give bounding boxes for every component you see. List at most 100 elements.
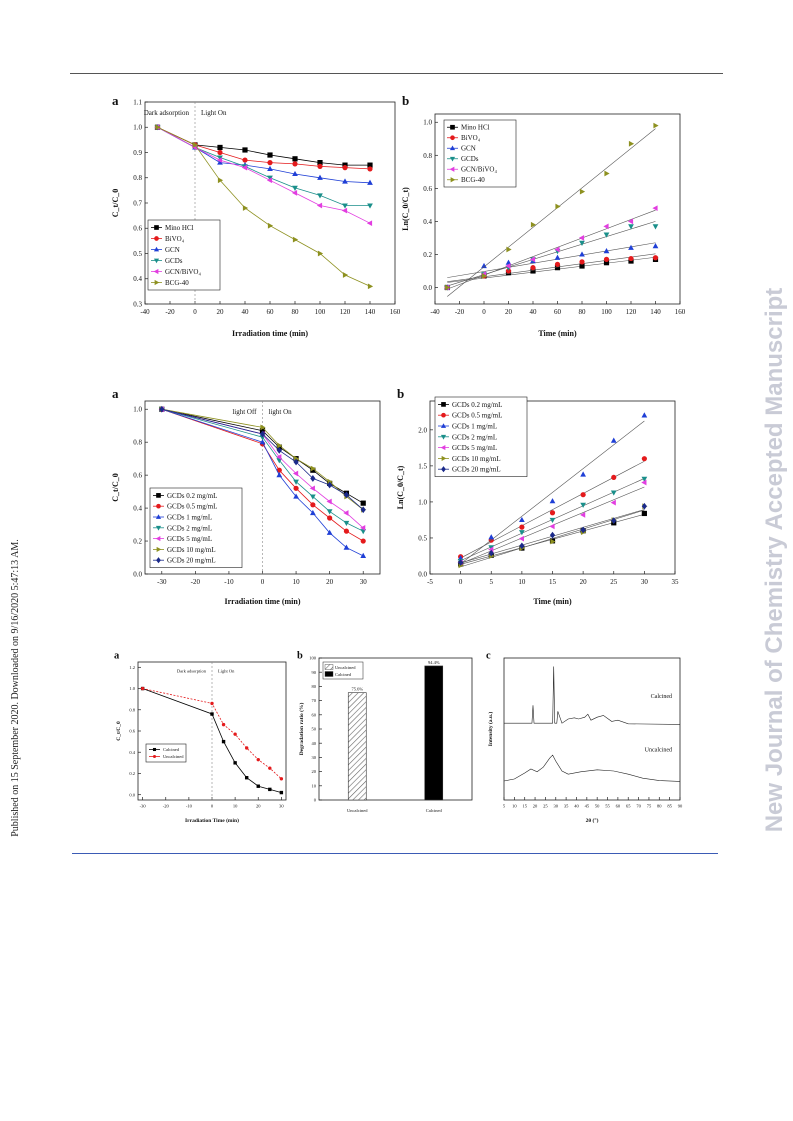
fig1b-panel-letter: b [402, 93, 409, 108]
fig2b-y-tick-label: 2.0 [418, 426, 427, 434]
fig1b-point-gcn-bivo [578, 235, 585, 241]
fig1b-point-bivo [652, 255, 659, 261]
figure-2a-chart: -30 -20 -10 0 10 20 30 0.0 0.2 0.4 0.6 0.8 1.0 Irradi… [111, 386, 381, 606]
fig3b-category-label-uncalcined: Uncalcined [347, 808, 368, 813]
fig2a-y-tick-label: 0.8 [133, 439, 142, 447]
fig2a-point-gcds-0-5-mg-ml [293, 485, 299, 491]
fig2b-x-axis-label: Time (min) [533, 597, 572, 606]
fig2a-y-tick-label: 0.2 [133, 537, 142, 545]
fig2a-point-gcds-0-2-mg-ml [360, 500, 366, 506]
fig1b-y-axis-label: Ln(C_0/C_t) [401, 187, 410, 231]
fig3a-x-tick-label: 20 [256, 804, 261, 809]
fig2a-x-tick-label: -30 [157, 578, 167, 586]
fig1a-point-gcn [267, 165, 273, 171]
fig1a-y-tick-label: 0.9 [133, 149, 142, 157]
fig2a-point-gcds-10-mg-ml [277, 442, 283, 449]
fig1a-point-gcn [317, 174, 323, 180]
fig1a-point-gcn [292, 170, 298, 177]
fig1b-y-tick-label: 0.2 [423, 251, 432, 259]
fig1b-point-bcg-40 [555, 203, 561, 210]
fig3a-legend-label-uncalcined: Uncalcined [163, 754, 184, 759]
fig1b-y-tick-label: 0.6 [423, 185, 432, 193]
fig2b-legend-marker-gcds-10-mg-ml [441, 455, 447, 461]
fig2b-point-gcds-0-2-mg-ml [641, 510, 647, 517]
fig2a-point-gcds-1-mg-ml [309, 509, 316, 516]
fig1a-line-gcn [157, 126, 371, 184]
fig2b-y-tick-label: 1.5 [418, 462, 427, 470]
fig1b-point-gcn [652, 243, 659, 249]
fig1b-point-gcn [628, 244, 634, 250]
fig1a-point-gcn-bivo [341, 207, 348, 214]
fig3b-y-tick-label: 100 [309, 656, 317, 661]
fig2a-legend-label-gcds-0-5-mg-ml: GCDs 0.5 mg/mL [167, 503, 217, 511]
fig1a-line-gcds [157, 126, 370, 206]
fig3a-x-tick-label: 30 [279, 804, 284, 809]
fig1a-legend-label-mino-hcl: Mino HCl [165, 224, 194, 232]
fig3a-point-calcined [244, 776, 249, 780]
fig3a-legend-marker-calcined [152, 747, 157, 752]
fig3b-y-tick-label: 40 [312, 741, 317, 746]
fig1a-x-tick-label: 120 [340, 308, 351, 316]
fig1a-x-tick-label: 100 [315, 308, 326, 316]
fig1b-point-mino-hcl [579, 263, 585, 269]
fig1a-x-tick-label: 80 [292, 308, 300, 316]
fig1b-y-tick-label: 0.8 [423, 152, 432, 160]
journal-watermark-text: New Journal of Chemistry Accepted Manusc… [761, 287, 788, 833]
fig3a-point-calcined [279, 790, 284, 795]
fig1a-y-tick-label: 0.6 [133, 225, 142, 233]
fig1b-legend-label-gcds: GCDs [461, 155, 479, 163]
fig1b-point-gcn-bivo [554, 246, 560, 253]
fig3c-x-tick-label: 30 [554, 804, 559, 809]
fig1b-point-bcg-40 [579, 188, 586, 195]
fig3c-x-tick-label: 25 [543, 804, 548, 809]
fig2b-series-gcds-1-mg-ml [457, 412, 648, 565]
fig1a-point-gcds [342, 203, 348, 209]
fig1b-point-bcg-40 [481, 273, 488, 279]
fig3a-y-tick-label: 0.0 [129, 792, 135, 797]
fig1b-point-gcn [481, 262, 487, 269]
fig1b-point-bivo [628, 255, 634, 262]
fig1a-line-mino-hcl [157, 126, 370, 166]
fig2a-point-gcds-2-mg-ml [309, 494, 316, 500]
fig2a-x-tick-label: 10 [293, 578, 301, 586]
fig2a-point-gcds-1-mg-ml [326, 529, 333, 535]
fig1a-point-gcds [217, 155, 223, 161]
fig2a-annotation-dark: light Off [232, 408, 257, 416]
fig2b-point-gcds-0-5-mg-ml [580, 492, 586, 498]
fig1b-x-axis-label: Time (min) [538, 329, 577, 338]
fig2b-y-axis-label: Ln(C_0/C_t) [396, 465, 405, 509]
figure-2b-chart: -5 0 5 10 15 20 25 30 35 0.0 0.5 1.0 1.5 2.0 Time (min… [396, 386, 679, 606]
fig2b-legend-label-gcds-10-mg-ml: GCDs 10 mg/mL [452, 455, 501, 463]
fig1a-series-gcds [154, 125, 373, 209]
fig1a-annotation-dark: Dark adsorption [144, 109, 190, 117]
fig2b-point-gcds-20-mg-ml [458, 559, 464, 566]
fig3a-x-tick-label: -30 [140, 804, 147, 809]
fig3c-pattern-calcined [504, 666, 681, 725]
fig1b-point-gcds [603, 232, 610, 238]
fig1a-point-mino-hcl [367, 162, 373, 168]
fig3a-x-tick-label: 10 [233, 804, 238, 809]
fig2b-legend-label-gcds-1-mg-ml: GCDs 1 mg/mL [452, 422, 497, 430]
fig2a-point-gcds-0-5-mg-ml [360, 538, 366, 544]
fig1a-x-tick-label: 20 [217, 308, 225, 316]
fig1a-point-bcg-40 [367, 283, 374, 290]
fig3a-y-tick-label: 0.4 [129, 750, 135, 755]
fig1b-x-tick-label: 120 [626, 308, 637, 316]
fig1b-legend-marker-mino-hcl [450, 124, 455, 130]
fig1a-point-bcg-40 [342, 272, 349, 278]
fig3a-point-calcined [221, 739, 226, 744]
fig3b-y-tick-label: 50 [312, 727, 317, 732]
fig2b-x-tick-label: 20 [580, 578, 588, 586]
fig1b-point-gcn-bivo [603, 223, 609, 230]
fig1b-point-bivo [603, 256, 610, 262]
fig2b-point-gcds-2-mg-ml [610, 490, 617, 496]
fig1b-point-gcn [579, 251, 585, 257]
fig1b-legend-marker-gcds [449, 156, 456, 162]
fig3b-bar-value-uncalcined: 75.6% [351, 687, 363, 692]
fig1a-y-tick-label: 0.5 [133, 250, 142, 258]
fig1b-fit-line-mino-hcl [447, 256, 656, 283]
fig3c-x-tick-label: 75 [647, 804, 652, 809]
fig1a-point-gcn [217, 159, 223, 165]
fig2a-line-gcds-1-mg-ml [161, 408, 364, 557]
fig2b-legend-marker-gcds-20-mg-ml [441, 466, 446, 473]
